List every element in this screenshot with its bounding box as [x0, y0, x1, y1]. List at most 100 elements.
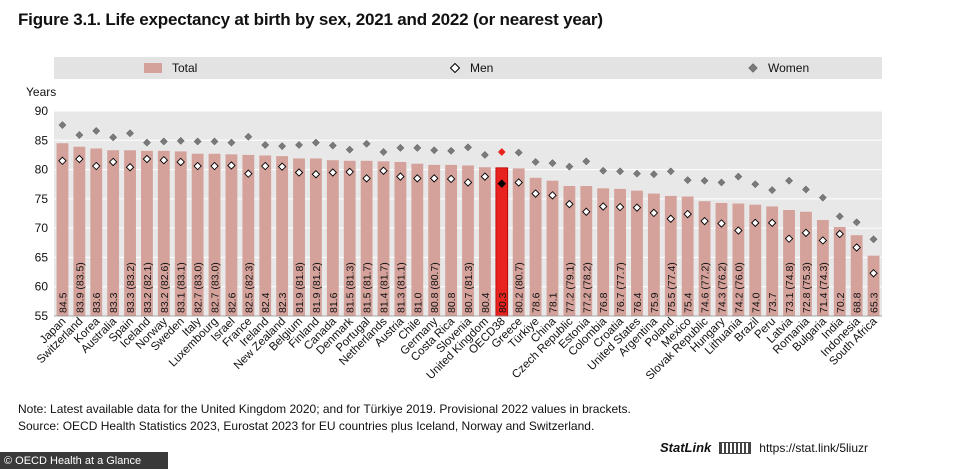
marker-men: [852, 243, 861, 252]
marker-women: [227, 138, 236, 147]
bar-total: [276, 156, 289, 316]
legend-swatch-total: [144, 63, 162, 73]
legend-label-total: Total: [172, 61, 198, 75]
bar-value-label: 76.8: [598, 292, 610, 313]
marker-men: [108, 157, 118, 167]
marker-men: [328, 168, 338, 177]
bar-total: [631, 190, 643, 316]
bar-total: [647, 193, 660, 316]
marker-men: [379, 166, 388, 175]
marker-women: [835, 212, 844, 221]
bar-total: [614, 188, 626, 316]
bar-total: [293, 158, 305, 316]
bar-value-label: 81.6: [328, 292, 340, 313]
marker-women: [514, 148, 523, 157]
bar-value-label: 78.6: [531, 292, 543, 313]
y-tick-label: 70: [35, 221, 49, 235]
marker-men: [598, 202, 608, 211]
chart-note: Note: Latest available data for the Unit…: [18, 402, 631, 416]
marker-men: [497, 179, 507, 188]
bar-total: [833, 226, 846, 316]
marker-men: [210, 161, 219, 171]
bar-value-label: 71.4 (74.3): [818, 262, 830, 313]
legend-item-total: Total: [144, 57, 197, 79]
bar-total: [343, 160, 356, 316]
statlink-barcode-icon: [719, 441, 752, 454]
bar-value-label: 80.8: [446, 292, 458, 313]
bar-total: [664, 195, 677, 316]
statlink[interactable]: StatLink https://stat.link/5liuzr: [660, 440, 868, 455]
y-tick-label: 65: [35, 250, 49, 264]
bar-value-label: 80.2 (80.7): [514, 262, 526, 313]
chart-title: Figure 3.1. Life expectancy at birth by …: [18, 10, 603, 29]
bar-total: [174, 151, 187, 316]
marker-women: [582, 157, 591, 166]
marker-women: [379, 148, 388, 156]
bar-value-label: 81.9 (81.8): [294, 262, 306, 313]
bar-total: [563, 185, 576, 316]
bar-total: [326, 160, 339, 316]
marker-men: [666, 214, 676, 224]
bar-total: [462, 165, 474, 316]
bar-total: [715, 202, 728, 316]
bar-total: [867, 255, 880, 316]
marker-women: [396, 143, 405, 152]
bar-total: [529, 177, 542, 316]
bar-value-label: 70.2: [835, 292, 847, 313]
marker-women: [734, 172, 743, 181]
bar-value-label: 76.4: [632, 292, 644, 313]
marker-men: [260, 161, 270, 171]
bar-value-label: 83.2 (82.6): [159, 262, 171, 313]
marker-women: [92, 126, 101, 135]
bar-total: [107, 150, 120, 316]
bar-total: [783, 209, 795, 316]
bar-total: [766, 206, 779, 316]
marker-women: [666, 167, 675, 176]
bar-total: [377, 161, 390, 316]
y-axis-label: Years: [26, 85, 56, 99]
bar-value-label: 81.9 (81.2): [311, 262, 323, 313]
bar-total: [56, 143, 69, 316]
bar-total: [800, 211, 812, 316]
marker-women: [785, 176, 794, 185]
marker-women: [159, 137, 168, 146]
marker-women: [717, 178, 726, 187]
marker-men: [632, 203, 642, 212]
marker-women: [295, 141, 303, 149]
statlink-url[interactable]: https://stat.link/5liuzr: [759, 440, 869, 455]
marker-women: [430, 146, 439, 155]
bar-total: [580, 185, 593, 316]
bar-total: [445, 164, 458, 316]
bar-value-label: 68.8: [852, 292, 864, 313]
marker-men: [784, 234, 794, 243]
marker-men: [58, 156, 67, 166]
marker-women: [447, 146, 456, 155]
marker-women: [210, 137, 219, 146]
bar-value-label: 83.9 (83.5): [74, 262, 86, 313]
marker-men: [480, 172, 490, 181]
marker-women: [480, 150, 489, 159]
marker-men: [717, 219, 726, 228]
bar-total: [242, 154, 255, 316]
bar-value-label: 82.3: [277, 292, 289, 313]
marker-women: [58, 121, 67, 130]
bar-value-label: 82.6: [226, 292, 238, 313]
bar-total: [124, 150, 136, 316]
marker-women: [126, 129, 134, 138]
bar-value-label: 76.7 (77.7): [615, 262, 627, 313]
marker-women: [497, 148, 506, 156]
bar-value-label: 74.2 (76.0): [733, 262, 745, 313]
legend-marker-women: [748, 63, 758, 73]
marker-men: [531, 189, 540, 198]
marker-men: [345, 167, 354, 177]
marker-women: [278, 142, 287, 151]
marker-men: [227, 161, 236, 170]
bar-total: [259, 155, 272, 316]
marker-men: [446, 174, 456, 184]
bar-value-label: 83.3 (83.2): [125, 262, 137, 313]
marker-women: [683, 176, 692, 185]
marker-women: [142, 138, 151, 147]
bar-value-label: 72.8 (75.3): [801, 262, 813, 313]
bar-value-label: 80.3: [497, 292, 509, 313]
